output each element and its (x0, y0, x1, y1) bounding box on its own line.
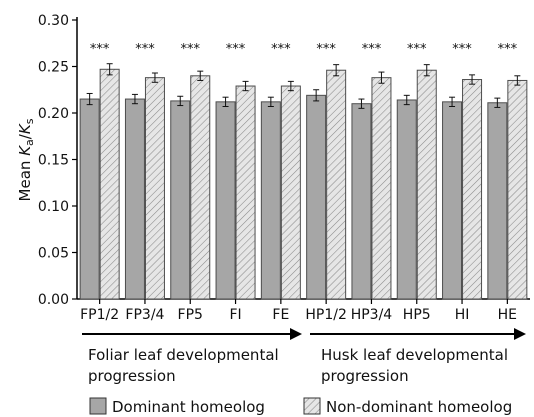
husk-label-line1: Husk leaf developmental (321, 346, 508, 364)
bar-dominant (79, 98, 100, 300)
x-tick-label: HP1/2 (305, 307, 347, 323)
bar-non-dominant (190, 75, 211, 300)
bar-non-dominant (235, 85, 256, 300)
legend-swatch-non-dominant (303, 397, 321, 415)
husk-arrow-head (514, 328, 526, 340)
bar-dominant (215, 101, 236, 300)
y-title-ka: K (16, 145, 34, 156)
x-tick-label: HP5 (403, 307, 431, 323)
bar-non-dominant (371, 77, 392, 300)
bar-non-dominant (507, 79, 528, 300)
x-tick-label: HP3/4 (351, 307, 393, 323)
bar-dominant (306, 94, 327, 300)
legend-swatch-dominant (89, 397, 107, 415)
y-title-ka-sub: a (23, 139, 36, 146)
x-tick-label: HE (498, 307, 517, 323)
bar-dominant (124, 98, 145, 300)
bar-dominant (351, 103, 372, 300)
bar-non-dominant (416, 69, 437, 300)
x-tick-label: FE (272, 307, 289, 323)
bar-dominant (260, 101, 281, 300)
y-title-slash: / (16, 133, 34, 139)
x-tick-label: FI (229, 307, 241, 323)
y-title-ks-sub: s (23, 118, 36, 124)
foliar-arrow-head (290, 328, 302, 340)
x-tick-label: FP1/2 (80, 307, 119, 323)
y-tick-label: 0.20 (38, 106, 69, 122)
y-title-prefix: Mean (16, 156, 34, 202)
plot-area: 0.00 0.05 0.10 0.15 0.20 0.25 0.30 FP1/2 *** FP3/… (38, 13, 530, 323)
legend: Dominant homeolog Non-dominant homeolog (89, 397, 512, 416)
y-axis-title: Mean Ka/Ks (16, 118, 36, 201)
husk-progression-annotation: Husk leaf developmental progression (310, 328, 526, 385)
significance-marker: *** (362, 42, 382, 57)
bar-dominant (170, 100, 191, 300)
bar-dominant (487, 102, 508, 300)
bar-dominant (442, 101, 463, 300)
significance-marker: *** (135, 42, 155, 57)
x-tick-label: FP5 (178, 307, 203, 323)
bar-dominant (396, 99, 417, 300)
y-tick-label: 0.05 (38, 246, 69, 262)
bar-non-dominant (99, 68, 120, 300)
husk-label-line2: progression (321, 367, 409, 385)
x-tick-label: FP3/4 (125, 307, 164, 323)
legend-label-dominant: Dominant homeolog (112, 398, 265, 416)
y-tick-label: 0.10 (38, 199, 69, 215)
significance-marker: *** (498, 42, 518, 57)
bar-non-dominant (462, 79, 483, 300)
significance-marker: *** (316, 42, 336, 57)
significance-marker: *** (271, 42, 291, 57)
significance-marker: *** (90, 42, 110, 57)
significance-marker: *** (452, 42, 472, 57)
foliar-label-line1: Foliar leaf developmental (88, 346, 279, 364)
significance-marker: *** (181, 42, 201, 57)
foliar-progression-annotation: Foliar leaf developmental progression (82, 328, 302, 385)
x-tick-label: HI (455, 307, 470, 323)
bar-non-dominant (144, 77, 165, 300)
bar-non-dominant (280, 85, 301, 300)
significance-marker: *** (407, 42, 427, 57)
foliar-label-line2: progression (88, 367, 176, 385)
bar-non-dominant (326, 69, 347, 300)
y-tick-label: 0.00 (38, 292, 69, 308)
legend-label-non-dominant: Non-dominant homeolog (326, 398, 512, 416)
y-title-ks: K (16, 123, 34, 134)
y-tick-label: 0.15 (38, 153, 69, 169)
significance-marker: *** (226, 42, 246, 57)
y-tick-label: 0.30 (38, 13, 69, 29)
y-tick-label: 0.25 (38, 60, 69, 76)
